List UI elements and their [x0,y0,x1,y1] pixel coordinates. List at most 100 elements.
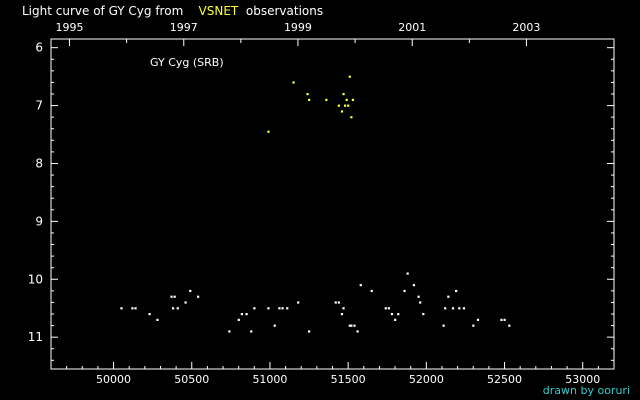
y-tick-label: 10 [28,272,43,286]
data-point [176,307,179,310]
data-point [422,313,425,316]
top-year-label: 1997 [170,21,198,34]
data-point [148,313,151,316]
data-point [353,324,356,327]
data-point [387,307,390,310]
data-point [308,330,311,333]
data-point [348,324,351,327]
star-label: GY Cyg (SRB) [150,56,224,69]
data-point [394,318,397,321]
data-point [419,301,422,304]
data-point [397,313,400,316]
data-point [306,93,309,96]
x-tick-label: 51000 [252,373,287,386]
data-point [334,301,337,304]
title-part-before: Light curve of GY Cyg from [22,4,184,18]
data-point [267,130,270,133]
data-point [503,318,506,321]
x-tick-label: 52500 [487,373,522,386]
data-point [134,307,137,310]
x-tick-label: 52000 [409,373,444,386]
data-point [156,318,159,321]
data-point [245,313,248,316]
data-point [286,307,289,310]
data-point [170,295,173,298]
chart-title: Light curve of GY Cyg from VSNET observa… [22,4,323,18]
data-point [359,284,362,287]
data-point [228,330,231,333]
y-tick-label: 9 [35,214,43,228]
title-part-vsnet: VSNET [198,4,239,18]
y-tick-label: 8 [35,156,43,170]
data-point [267,307,270,310]
data-point [240,313,243,316]
data-point [403,289,406,293]
data-point [356,330,359,333]
data-point [171,307,175,310]
data-point [340,313,344,316]
y-tick-label: 7 [35,99,43,113]
data-point [350,324,353,327]
data-point [442,324,445,327]
credit-text: drawn by ooruri [542,384,630,397]
data-point [451,307,455,310]
data-point [472,324,475,327]
data-point [292,81,295,84]
data-point [342,307,345,310]
data-point [184,301,187,304]
data-point [297,301,300,304]
data-point [351,98,355,101]
data-point [462,307,466,310]
data-points [120,75,511,333]
data-point [308,98,311,101]
data-point [281,307,284,310]
data-point [131,307,134,310]
title-part-after: observations [245,4,324,18]
data-point [348,75,351,78]
data-point [476,318,480,321]
x-tick-label: 53000 [565,373,600,386]
data-point [342,93,345,96]
data-point [344,104,347,107]
data-point [340,110,344,113]
data-point [406,272,409,275]
top-year-label: 2003 [512,21,540,34]
data-point [370,289,373,293]
x-tick-label: 50000 [96,373,131,386]
data-point [189,289,192,293]
data-point [173,295,176,298]
data-point [120,307,123,310]
data-point [417,295,420,298]
data-point [508,324,511,327]
data-point [325,98,328,101]
axis-ticks [50,39,615,369]
data-point [273,324,276,327]
data-point [500,318,503,321]
data-point [337,301,340,304]
data-point [237,318,240,321]
data-point [390,313,394,316]
axis-tick-labels: 50000 50500 51000 51500 52000 52500 53000 1995 1… [28,21,601,386]
x-tick-label: 51500 [331,373,366,386]
top-year-label: 1995 [55,21,83,34]
data-point [197,295,200,298]
data-point [447,295,450,298]
data-point [412,284,416,287]
data-point [250,330,253,333]
plot-frame [50,38,615,370]
y-tick-label: 6 [35,41,43,55]
data-point [455,289,458,293]
x-tick-label: 50500 [174,373,209,386]
data-point [253,307,256,310]
data-point [278,307,281,310]
top-year-label: 1999 [284,21,312,34]
y-tick-label: 11 [28,330,43,344]
data-point [444,307,447,310]
data-point [337,104,340,107]
data-point [347,104,350,107]
data-point [345,98,348,101]
data-point [350,116,353,119]
data-point [458,307,461,310]
top-year-label: 2001 [398,21,426,34]
